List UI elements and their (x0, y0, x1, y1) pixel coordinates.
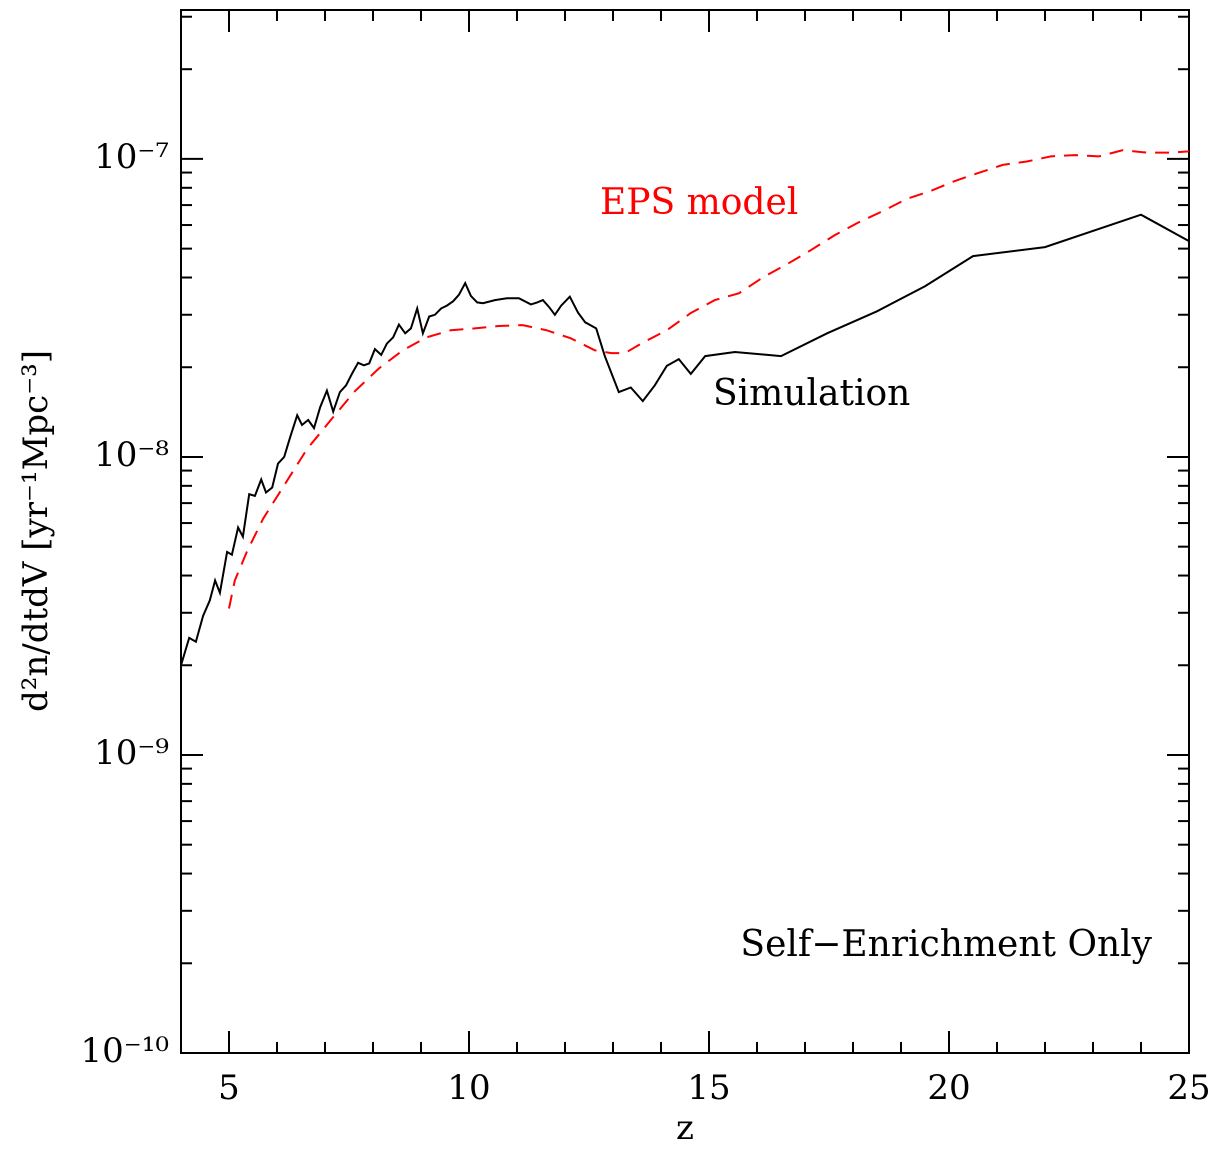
plot-frame (180, 9, 1190, 1054)
series-line (180, 213, 1190, 666)
y-axis-label: d²n/dtdV [yr⁻¹Mpc⁻³] (16, 350, 56, 712)
x-tick-label: 15 (687, 1068, 730, 1108)
annotation: EPS model (600, 182, 798, 223)
x-tick-label: 25 (1167, 1068, 1210, 1108)
y-tick-label: 10⁻⁷ (94, 137, 169, 177)
series-line (228, 149, 1190, 609)
x-tick-label: 5 (218, 1068, 240, 1108)
x-tick-label: 20 (927, 1068, 970, 1108)
annotation: Simulation (713, 373, 910, 414)
y-tick-label: 10⁻⁹ (94, 733, 169, 773)
y-tick-label: 10⁻¹⁰ (81, 1031, 169, 1071)
x-axis-label: z (676, 1108, 694, 1148)
y-tick-label: 10⁻⁸ (94, 435, 169, 475)
annotation: Self−Enrichment Only (740, 924, 1152, 965)
x-tick-label: 10 (447, 1068, 490, 1108)
